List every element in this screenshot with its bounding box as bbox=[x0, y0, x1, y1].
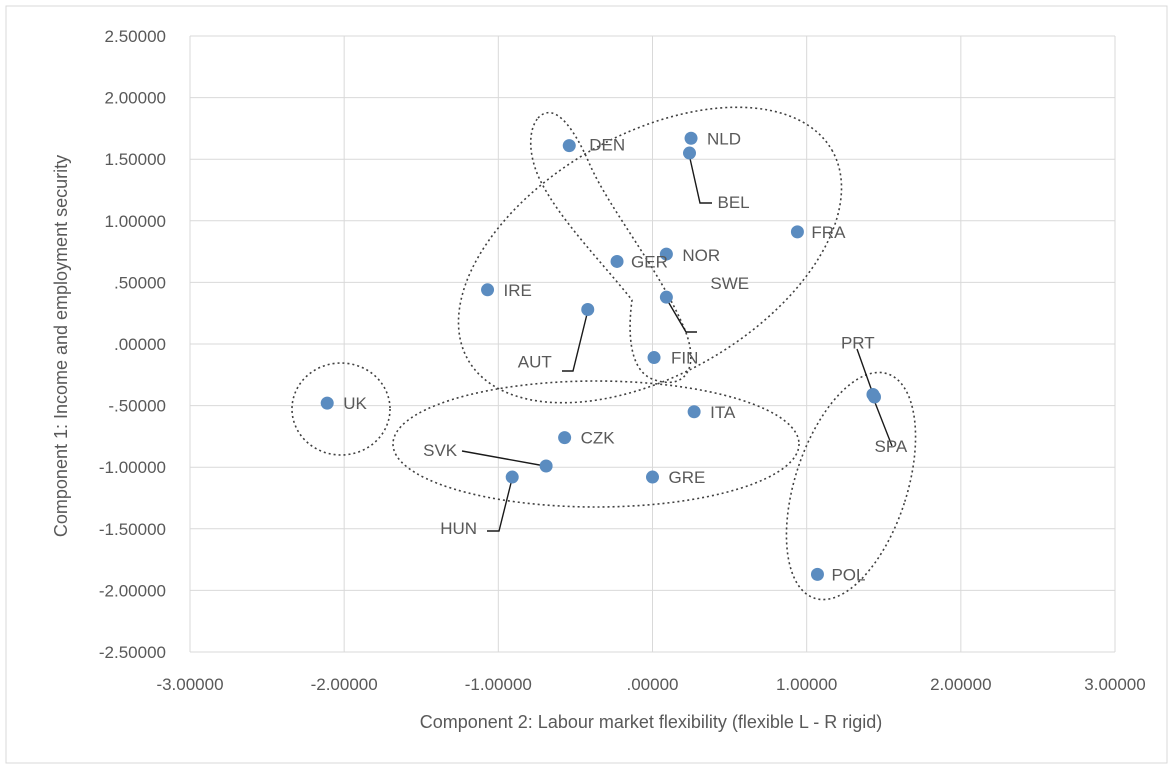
y-tick-label: -1.00000 bbox=[99, 458, 166, 477]
data-point-ita bbox=[687, 405, 701, 419]
data-point-hun bbox=[505, 470, 519, 484]
point-label-den: DEN bbox=[589, 136, 625, 155]
data-points bbox=[320, 131, 881, 581]
point-label-uk: UK bbox=[343, 394, 367, 413]
y-tick-label: -2.50000 bbox=[99, 643, 166, 662]
y-tick-label: -1.50000 bbox=[99, 520, 166, 539]
data-point-svk bbox=[539, 459, 553, 473]
point-label-ita: ITA bbox=[710, 403, 736, 422]
y-axis-ticks: 2.50000 2.00000 1.50000 1.00000 .50000 .00000… bbox=[99, 27, 166, 662]
point-label-nld: NLD bbox=[707, 129, 741, 148]
data-point-aut bbox=[581, 303, 595, 317]
cluster-outline-continental bbox=[457, 106, 843, 404]
leader-line-aut bbox=[562, 309, 589, 372]
y-tick-label: 2.50000 bbox=[105, 27, 166, 46]
data-point-ger bbox=[610, 254, 624, 268]
leader-line-spa bbox=[873, 399, 893, 447]
x-tick-label: .00000 bbox=[627, 675, 679, 694]
x-tick-label: 3.00000 bbox=[1084, 675, 1145, 694]
point-label-bel: BEL bbox=[718, 193, 750, 212]
point-label-fin: FIN bbox=[671, 349, 698, 368]
point-label-gre: GRE bbox=[669, 468, 706, 487]
data-point-nor bbox=[659, 247, 673, 261]
cluster-outlines bbox=[291, 106, 917, 601]
point-label-fra: FRA bbox=[811, 223, 846, 242]
data-point-spa bbox=[868, 390, 881, 404]
point-label-ire: IRE bbox=[504, 281, 532, 300]
x-tick-label: -2.00000 bbox=[311, 675, 378, 694]
point-label-svk: SVK bbox=[423, 441, 458, 460]
x-tick-label: 2.00000 bbox=[930, 675, 991, 694]
point-label-ger: GER bbox=[631, 252, 668, 271]
leader-line-svk bbox=[461, 450, 546, 467]
y-axis-title: Component 1: Income and employment secur… bbox=[51, 155, 71, 537]
y-tick-label: 2.00000 bbox=[105, 89, 166, 108]
data-point-bel bbox=[683, 146, 696, 160]
data-point-nld bbox=[684, 131, 698, 145]
leader-line-hun bbox=[487, 478, 513, 532]
leader-line-prt bbox=[856, 348, 874, 395]
y-tick-label: -2.00000 bbox=[99, 581, 166, 600]
point-label-spa: SPA bbox=[875, 437, 908, 456]
point-label-prt: PRT bbox=[841, 334, 875, 353]
data-point-ire bbox=[481, 283, 495, 297]
cluster-outline-iberia-poland bbox=[785, 371, 917, 601]
y-tick-label: .00000 bbox=[114, 335, 166, 354]
point-label-nor: NOR bbox=[682, 246, 720, 265]
x-axis-title: Component 2: Labour market flexibility (… bbox=[420, 712, 883, 732]
x-tick-label: -3.00000 bbox=[156, 675, 223, 694]
x-tick-label: 1.00000 bbox=[776, 675, 837, 694]
leader-line-bel bbox=[688, 153, 712, 204]
chart-frame bbox=[5, 5, 1168, 764]
data-point-pol bbox=[810, 567, 824, 581]
cluster-outline-uk bbox=[291, 362, 391, 456]
cluster-outline-eastern-southern bbox=[392, 380, 800, 508]
point-label-hun: HUN bbox=[440, 519, 477, 538]
data-point-fra bbox=[790, 225, 804, 239]
data-point-fin bbox=[647, 351, 661, 365]
leader-line-swe bbox=[665, 297, 697, 333]
y-tick-label: 1.00000 bbox=[105, 212, 166, 231]
x-axis-ticks: -3.00000 -2.00000 -1.00000 .00000 1.00000 2.0… bbox=[156, 675, 1145, 694]
point-label-czk: CZK bbox=[581, 429, 616, 448]
data-point-den bbox=[562, 139, 576, 153]
data-point-swe bbox=[659, 290, 673, 304]
y-tick-label: -.50000 bbox=[108, 397, 166, 416]
y-tick-label: .50000 bbox=[114, 273, 166, 292]
data-point-czk bbox=[558, 431, 572, 445]
point-labels: DEN NLD BEL FRA NOR GER IRE SWE AUT FIN UK ITA PRT SP… bbox=[343, 129, 908, 584]
cluster-outline-nordic bbox=[529, 111, 692, 384]
data-point-uk bbox=[320, 396, 334, 410]
label-leader-lines bbox=[461, 153, 893, 532]
x-tick-label: -1.00000 bbox=[465, 675, 532, 694]
gridlines bbox=[189, 35, 1116, 653]
data-point-gre bbox=[646, 470, 659, 484]
point-label-pol: POL bbox=[831, 565, 865, 584]
y-tick-label: 1.50000 bbox=[105, 150, 166, 169]
point-label-swe: SWE bbox=[710, 274, 749, 293]
point-label-aut: AUT bbox=[518, 353, 552, 372]
